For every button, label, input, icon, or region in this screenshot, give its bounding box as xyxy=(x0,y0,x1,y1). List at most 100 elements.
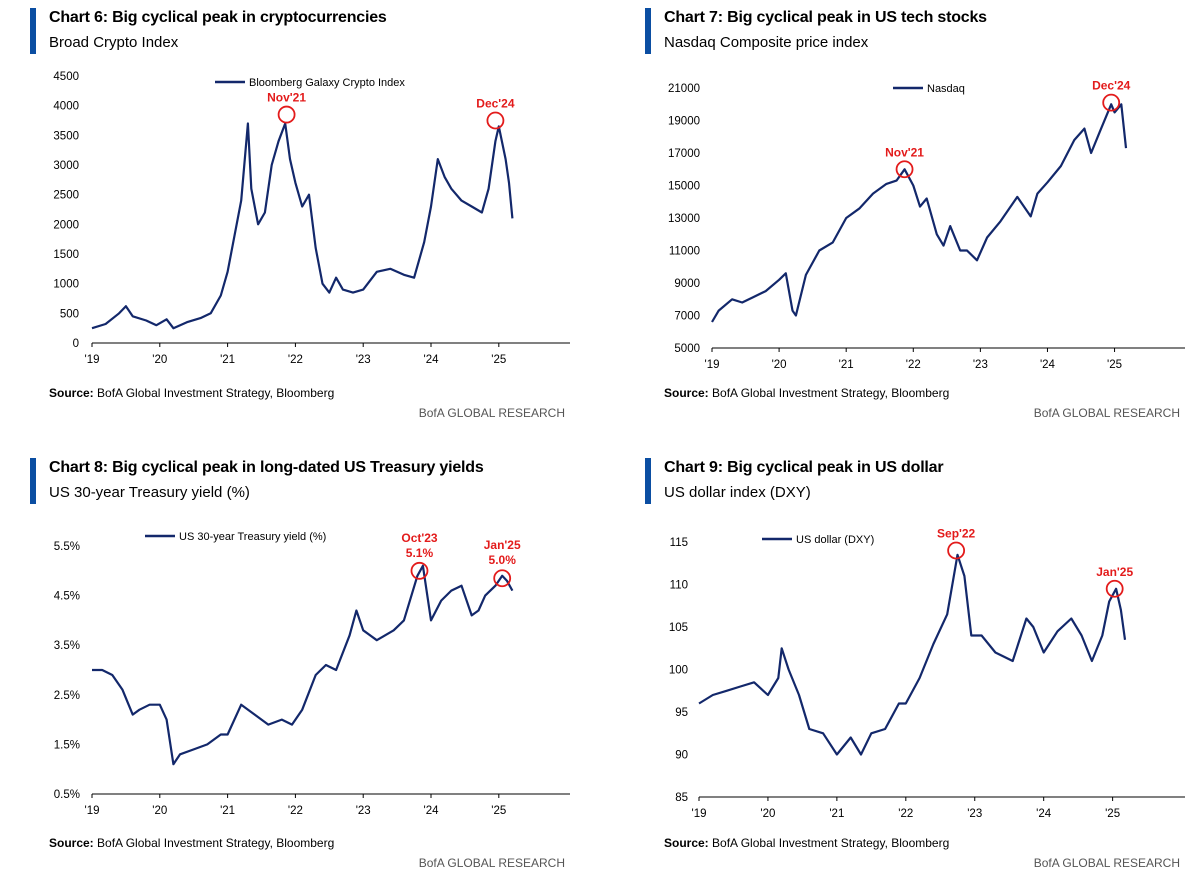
chart-7-panel: Chart 7: Big cyclical peak in US tech st… xyxy=(645,6,1200,426)
source-label: Source: xyxy=(664,386,709,400)
y-tick-label: 115 xyxy=(670,537,688,549)
chart-source: Source: BofA Global Investment Strategy,… xyxy=(49,386,334,400)
series-line xyxy=(92,564,514,766)
y-tick-label: 5000 xyxy=(674,343,700,355)
chart-title: Chart 7: Big cyclical peak in US tech st… xyxy=(664,9,987,26)
x-tick-label: '23 xyxy=(973,359,988,371)
x-tick-label: '19 xyxy=(85,354,100,366)
title-accent-bar xyxy=(30,458,36,504)
title-accent-bar xyxy=(30,8,36,54)
chart-title: Chart 8: Big cyclical peak in long-dated… xyxy=(49,459,484,476)
chart-9-plot: '19 '20 '21 '22 '23 '24 '25 85 90 95 100 105 110 115 U… xyxy=(669,527,1185,820)
x-tick-label: '20 xyxy=(152,805,167,817)
x-tick-label: '19 xyxy=(692,808,707,820)
source-label: Source: xyxy=(49,386,94,400)
chart-6-panel: Chart 6: Big cyclical peak in cryptocurr… xyxy=(30,6,590,426)
y-tick-label: 7000 xyxy=(674,311,700,323)
x-tick-label: '21 xyxy=(839,359,854,371)
source-text: BofA Global Investment Strategy, Bloombe… xyxy=(712,836,950,850)
y-tick-label: 1.5% xyxy=(54,739,80,751)
peak-circle xyxy=(895,160,914,179)
peak-label: Nov'21 xyxy=(267,91,306,105)
x-tick-label: '22 xyxy=(288,805,303,817)
x-tick-label: '23 xyxy=(356,805,371,817)
x-tick-label: '25 xyxy=(491,805,506,817)
source-text: BofA Global Investment Strategy, Bloombe… xyxy=(97,836,335,850)
source-label: Source: xyxy=(49,836,94,850)
brand-label: BofA GLOBAL RESEARCH xyxy=(1033,406,1180,420)
x-tick-label: '24 xyxy=(1040,359,1056,371)
chart-9-panel: Chart 9: Big cyclical peak in US dollar … xyxy=(645,456,1200,876)
y-tick-label: 5.5% xyxy=(54,541,80,553)
source-label: Source: xyxy=(664,836,709,850)
y-tick-label: 1500 xyxy=(53,249,79,261)
chart-6-plot: '19 '20 '21 '22 '23 '24 '25 0 500 1000 1500 2000 250… xyxy=(53,71,570,366)
peak-circle xyxy=(947,541,966,560)
x-tick-label: '25 xyxy=(491,354,506,366)
y-tick-label: 15000 xyxy=(668,181,700,193)
y-tick-label: 100 xyxy=(669,665,688,677)
chart-subtitle: Nasdaq Composite price index xyxy=(664,34,869,51)
y-tick-label: 1000 xyxy=(53,279,79,291)
y-tick-label: 19000 xyxy=(668,116,700,128)
chart-subtitle: US dollar index (DXY) xyxy=(664,484,811,501)
y-tick-label: 95 xyxy=(675,707,688,719)
peak-circle xyxy=(1102,93,1121,112)
x-tick-label: '21 xyxy=(220,805,235,817)
y-tick-label: 2500 xyxy=(53,190,79,202)
chart-source: Source: BofA Global Investment Strategy,… xyxy=(49,836,334,850)
chart-8-panel: Chart 8: Big cyclical peak in long-dated… xyxy=(30,456,590,876)
chart-subtitle: Broad Crypto Index xyxy=(49,34,179,51)
peak-label: Nov'21 xyxy=(885,145,924,159)
x-tick-label: '25 xyxy=(1105,808,1120,820)
x-tick-label: '20 xyxy=(152,354,167,366)
peak-circle xyxy=(410,561,429,580)
x-tick-label: '20 xyxy=(772,359,787,371)
peak-label: Dec'24 xyxy=(1092,79,1131,93)
x-tick-label: '19 xyxy=(705,359,720,371)
chart-8-plot: '19 '20 '21 '22 '23 '24 '25 0.5% 1.5% 2.5% 3.5% 4.5… xyxy=(54,531,570,817)
peak-circle xyxy=(1105,579,1124,598)
peak-circle xyxy=(277,105,296,124)
x-tick-label: '19 xyxy=(85,805,100,817)
x-tick-label: '22 xyxy=(288,354,303,366)
series-line xyxy=(698,553,1127,756)
chart-source: Source: BofA Global Investment Strategy,… xyxy=(664,386,949,400)
y-tick-label: 500 xyxy=(60,308,79,320)
y-tick-label: 9000 xyxy=(674,278,700,290)
peak-label: Oct'23 xyxy=(401,531,438,545)
y-tick-label: 4.5% xyxy=(54,591,80,603)
x-tick-label: '24 xyxy=(1036,808,1052,820)
y-tick-label: 3.5% xyxy=(54,640,80,652)
series-line xyxy=(711,103,1128,323)
y-tick-label: 21000 xyxy=(668,83,700,95)
chart-source: Source: BofA Global Investment Strategy,… xyxy=(664,836,949,850)
x-tick-label: '22 xyxy=(898,808,913,820)
y-tick-label: 105 xyxy=(669,622,688,634)
y-tick-label: 3000 xyxy=(53,160,79,172)
brand-label: BofA GLOBAL RESEARCH xyxy=(1033,856,1180,870)
x-tick-label: '24 xyxy=(424,354,440,366)
y-tick-label: 4000 xyxy=(53,101,79,113)
source-text: BofA Global Investment Strategy, Bloombe… xyxy=(97,386,335,400)
legend-label: Bloomberg Galaxy Crypto Index xyxy=(249,77,405,89)
y-tick-label: 13000 xyxy=(668,213,700,225)
x-tick-label: '24 xyxy=(424,805,440,817)
chart-title: Chart 6: Big cyclical peak in cryptocurr… xyxy=(49,9,387,26)
chart-title: Chart 9: Big cyclical peak in US dollar xyxy=(664,459,944,476)
x-tick-label: '21 xyxy=(829,808,844,820)
brand-label: BofA GLOBAL RESEARCH xyxy=(418,406,565,420)
peak-circle xyxy=(486,111,505,130)
y-tick-label: 110 xyxy=(670,580,688,592)
peak-label: Dec'24 xyxy=(476,97,515,111)
peak-label: Jan'25 xyxy=(1096,565,1133,579)
x-tick-label: '23 xyxy=(967,808,982,820)
y-tick-label: 11000 xyxy=(669,246,700,258)
y-tick-label: 3500 xyxy=(53,130,79,142)
y-tick-label: 90 xyxy=(675,750,688,762)
y-tick-label: 0.5% xyxy=(54,789,80,801)
legend-label: Nasdaq xyxy=(927,83,965,95)
title-accent-bar xyxy=(645,8,651,54)
y-tick-label: 2000 xyxy=(53,219,79,231)
chart-7-plot: '19 '20 '21 '22 '23 '24 '25 5000 7000 9000 11000 13… xyxy=(668,79,1185,371)
